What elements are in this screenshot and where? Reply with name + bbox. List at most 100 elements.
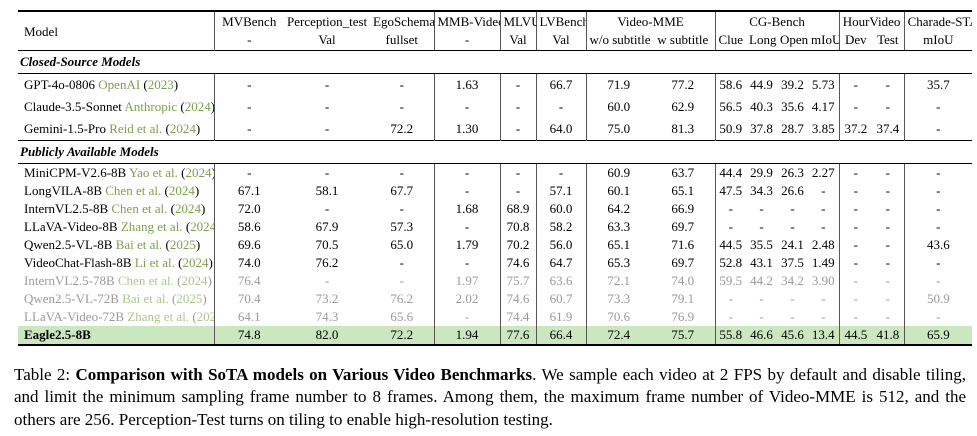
citation-authors: Bai et al. <box>115 237 163 252</box>
value-cell: - <box>370 272 435 290</box>
value-cell: 73.2 <box>315 291 339 306</box>
value-cell: - <box>790 309 795 324</box>
value-cell: 65.3 <box>607 255 631 270</box>
value-cell: 37.2 <box>844 121 868 136</box>
citation-year: 2024 <box>196 309 214 324</box>
value-cell: - <box>872 290 905 308</box>
section-title: Publicly Available Models <box>18 140 973 164</box>
value-cell: 44.2 <box>750 273 773 288</box>
benchmark-header-mvbench: MVBench <box>222 14 277 29</box>
value-cell: - <box>434 96 501 118</box>
value-cell: 60.0 <box>607 99 631 114</box>
value-cell: - <box>324 99 330 114</box>
caption-body: . We sample each video at 2 FPS by defau… <box>14 365 967 429</box>
citation-paren: ) <box>211 99 213 114</box>
value-cell: 47.5 <box>719 183 743 198</box>
value-cell: 56.5 <box>719 99 743 114</box>
benchmark-header-lvbench: LVBench <box>536 11 587 31</box>
value-cell: 74.0 <box>237 255 261 270</box>
value-cell: 1.97 <box>434 272 501 290</box>
value-cell: 3.90 <box>808 272 840 290</box>
value-cell: 74.6 <box>500 254 537 272</box>
value-cell: 44.9 <box>750 77 773 92</box>
section-title: Closed-Source Models <box>18 50 973 74</box>
value-cell: 28.7 <box>781 121 804 136</box>
value-cell: - <box>936 183 941 198</box>
table-body: Closed-Source Models GPT-4o-0806 OpenAI (… <box>18 50 973 345</box>
value-cell: 5.73 <box>808 73 840 96</box>
model-cell: InternVL2.5-78B Chen et al. (2024) <box>18 272 215 290</box>
model-cell: GPT-4o-0806 OpenAI (2023) <box>18 73 215 96</box>
value-cell: - <box>872 308 905 326</box>
sub-header-cell: Val <box>536 31 587 51</box>
value-cell: 40.3 <box>750 99 773 114</box>
citation-year: 2024 <box>184 99 211 114</box>
value-cell: - <box>500 182 537 200</box>
sub-header-cell: Clue <box>715 31 747 51</box>
table-row: GPT-4o-0806 OpenAI (2023) - - -1.63-66.7 71.… <box>18 73 972 96</box>
table-row: VideoChat-Flash-8B Li et al. (2024) 74.0 7… <box>18 254 972 272</box>
citation-paren: ( <box>143 77 148 92</box>
value-cell: 63.3 <box>607 219 631 234</box>
value-cell: - <box>536 96 587 118</box>
value-cell: 24.1 <box>781 237 804 252</box>
value-cell: - <box>853 219 858 234</box>
value-cell: 82.0 <box>284 326 370 345</box>
value-cell: 60.9 <box>607 165 631 180</box>
value-cell: 29.9 <box>750 165 773 180</box>
value-cell: - <box>936 255 941 270</box>
value-cell: 69.7 <box>651 218 716 236</box>
sub-header-cell: Test <box>872 31 905 51</box>
value-cell: 64.2 <box>607 201 631 216</box>
table-header: Model MVBench Perception_test EgoSchema MMB-… <box>18 11 973 51</box>
citation-paren: ( <box>181 165 186 180</box>
value-cell: 75.7 <box>500 272 537 290</box>
value-cell: - <box>434 182 501 200</box>
value-cell: 1.68 <box>434 200 501 218</box>
value-cell: 26.6 <box>781 183 804 198</box>
value-cell: 37.8 <box>750 121 773 136</box>
value-cell: - <box>853 237 858 252</box>
value-cell: 60.0 <box>536 200 587 218</box>
model-column-header: Model <box>18 11 215 51</box>
model-cell: Qwen2.5-VL-72B Bai et al. (2025) <box>18 290 215 308</box>
value-cell: 1.94 <box>434 326 501 345</box>
citation-paren: ) <box>195 237 201 252</box>
value-cell: - <box>247 121 252 136</box>
citation-paren: ) <box>194 183 200 198</box>
table-row: Gemini-1.5-Pro Reid et al. (2024) - - 72.2 1… <box>18 118 972 141</box>
value-cell: 63.6 <box>536 272 587 290</box>
value-cell: 74.0 <box>651 272 716 290</box>
value-cell: - <box>936 99 941 114</box>
value-cell: - <box>936 165 941 180</box>
value-cell: 45.6 <box>777 326 809 345</box>
value-cell: - <box>853 165 858 180</box>
model-name: LongVILA-8B <box>24 183 102 198</box>
value-cell: 34.3 <box>750 183 773 198</box>
value-cell: - <box>872 163 905 182</box>
value-cell: 76.2 <box>315 255 339 270</box>
citation-year: 2024 <box>169 121 196 136</box>
value-cell: 64.7 <box>536 254 587 272</box>
citation-authors: OpenAI <box>98 77 141 92</box>
value-cell: 68.9 <box>500 200 537 218</box>
benchmark-header-charade-sta: Charade-STA <box>907 14 973 29</box>
citation-year: 2025 <box>169 237 196 252</box>
value-cell: 60.7 <box>536 290 587 308</box>
sub-header-cell: Dev <box>839 31 873 51</box>
value-cell: - <box>500 163 537 182</box>
value-cell: - <box>936 309 941 324</box>
value-cell: 35.5 <box>750 237 773 252</box>
table-row: MiniCPM-V2.6-8B Yao et al. (2024)------6… <box>18 163 972 182</box>
value-cell: - <box>872 73 905 96</box>
value-cell: - <box>872 272 905 290</box>
value-cell: 58.2 <box>536 218 587 236</box>
citation-authors: Anthropic <box>124 99 178 114</box>
value-cell: - <box>808 290 840 308</box>
value-cell: - <box>872 218 905 236</box>
value-cell: 44.4 <box>719 165 743 180</box>
value-cell: - <box>324 165 330 180</box>
citation-paren: ) <box>200 201 206 216</box>
value-cell: 46.6 <box>746 326 778 345</box>
value-cell: 59.5 <box>719 273 743 288</box>
